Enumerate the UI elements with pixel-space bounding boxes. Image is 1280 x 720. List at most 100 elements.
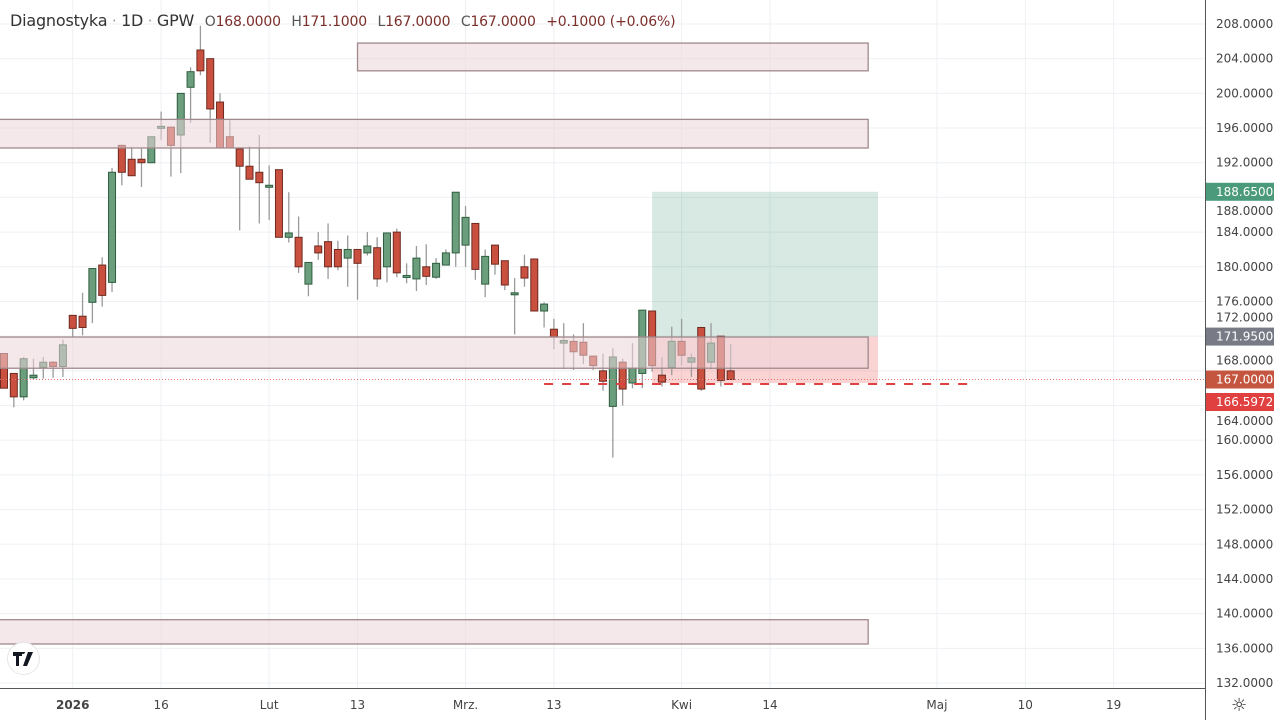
candle: [382, 232, 391, 283]
price-tick-label: 176.0000: [1216, 294, 1273, 308]
candle-body: [108, 171, 117, 283]
candle-body: [333, 248, 342, 268]
price-tick-label: 172.0000: [1216, 311, 1273, 325]
price-tick-label: 152.0000: [1216, 503, 1273, 517]
candle: [284, 192, 293, 243]
interval[interactable]: 1D: [121, 11, 144, 30]
close-value: 167.0000: [470, 14, 536, 30]
time-tick-label: 13: [546, 698, 561, 712]
candle: [412, 245, 421, 292]
time-tick-label: Maj: [926, 698, 947, 712]
candle-body: [382, 232, 391, 268]
symbol-legend: Diagnostyka · 1D · GPW O168.0000 H171.10…: [10, 11, 676, 30]
gear-icon[interactable]: ☼: [1231, 695, 1248, 716]
candle: [520, 254, 529, 287]
price-tick-label: 204.0000: [1216, 52, 1273, 66]
candle-body: [127, 158, 136, 177]
candle: [510, 278, 519, 335]
high-value: 171.1000: [301, 14, 367, 30]
candle: [481, 249, 490, 298]
candle-body: [432, 262, 441, 278]
price-tick-label: 168.0000: [1216, 354, 1273, 368]
candle-body: [235, 148, 244, 167]
price-label-bg: [1206, 182, 1274, 201]
candle-body: [186, 71, 195, 88]
candle: [98, 257, 107, 307]
candle: [117, 144, 126, 186]
candle-body: [284, 232, 293, 238]
candle: [108, 167, 117, 292]
candle-body: [9, 372, 18, 398]
candle: [265, 165, 274, 220]
candle-body: [98, 264, 107, 296]
position-target-area: [652, 191, 878, 337]
price-tick-label: 184.0000: [1216, 225, 1273, 239]
price-tick-label: 160.0000: [1216, 433, 1273, 447]
candle: [461, 206, 470, 267]
candle-body: [363, 245, 372, 254]
candle-body: [461, 216, 470, 246]
candle: [314, 232, 323, 260]
candle: [491, 244, 499, 275]
symbol-name[interactable]: Diagnostyka: [10, 11, 108, 30]
candle: [78, 292, 87, 336]
separator: ·: [147, 12, 153, 30]
candle: [343, 235, 352, 287]
price-tick-label: 188.0000: [1216, 204, 1273, 218]
support-resistance-zone: [0, 619, 869, 645]
support-resistance-zone: [0, 118, 869, 149]
candle: [373, 237, 382, 287]
candle: [294, 216, 303, 273]
price-label-text: 188.6500: [1216, 185, 1273, 199]
candle-body: [422, 266, 431, 277]
candle: [324, 223, 333, 279]
candle-body: [324, 241, 333, 268]
candle-body: [117, 144, 126, 173]
tradingview-logo-icon: [12, 651, 33, 666]
price-label-entry: 171.9500: [1206, 327, 1274, 346]
candle-body: [68, 314, 77, 329]
price-label-text: 167.0000: [1216, 373, 1273, 387]
time-tick-label: Lut: [260, 698, 279, 712]
time-tick-label: 2026: [56, 698, 89, 712]
time-tick-label: 13: [350, 698, 365, 712]
price-label-bg: [1206, 370, 1274, 389]
price-label-stop: 166.5972: [1206, 393, 1274, 412]
price-label-bg: [1206, 393, 1274, 412]
price-label-bg: [1206, 327, 1274, 346]
price-tick-label: 136.0000: [1216, 641, 1273, 655]
candle: [274, 169, 283, 238]
time-tick-label: Mrz.: [453, 698, 478, 712]
time-tick-label: 10: [1018, 698, 1033, 712]
candle: [471, 222, 480, 280]
tradingview-logo[interactable]: [7, 642, 40, 675]
candle: [363, 232, 372, 256]
candle-body: [343, 248, 352, 259]
candle: [255, 134, 264, 224]
change-value: +0.1000 (+0.06%): [546, 14, 676, 30]
candle-body: [294, 236, 303, 268]
candle-body: [628, 367, 637, 384]
candle: [235, 148, 244, 231]
support-resistance-zone: [356, 42, 869, 72]
candle: [68, 314, 77, 338]
price-tick-label: 148.0000: [1216, 537, 1273, 551]
candle: [500, 260, 509, 291]
support-resistance-zone: [0, 336, 869, 369]
candle-body: [137, 158, 146, 164]
candle-body: [392, 231, 401, 274]
time-tick-label: Kwi: [671, 698, 692, 712]
candle-body: [255, 171, 264, 184]
candle-body: [471, 222, 480, 270]
candle-body: [412, 257, 421, 280]
candle-body: [549, 328, 558, 338]
candle-body: [196, 49, 205, 72]
candle: [186, 67, 195, 123]
price-tick-label: 164.0000: [1216, 414, 1273, 428]
time-tick-label: 19: [1106, 698, 1121, 712]
candle-body: [520, 266, 529, 279]
price-label-target: 188.6500: [1206, 182, 1274, 201]
time-tick-label: 16: [153, 698, 168, 712]
candle: [402, 263, 411, 284]
